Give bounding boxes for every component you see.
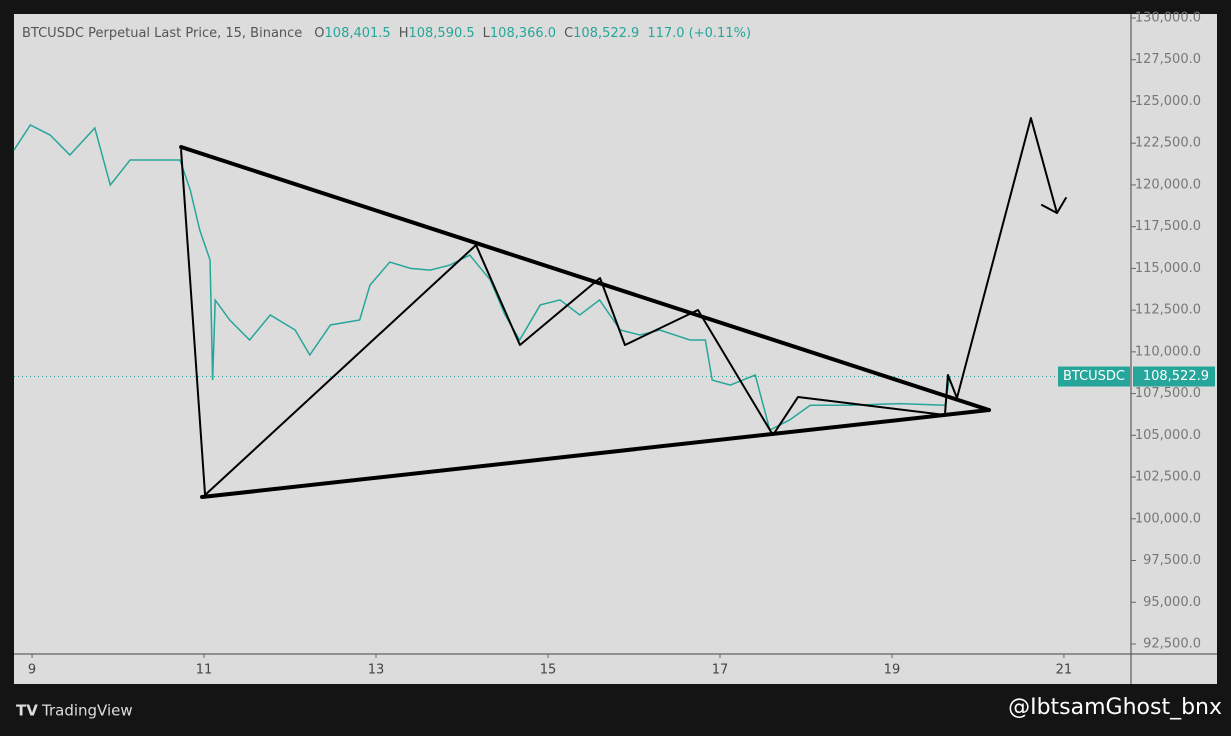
brand-logo: TV <box>16 702 38 720</box>
x-tick-label: 9 <box>28 663 36 678</box>
x-tick-label: 21 <box>1056 663 1073 678</box>
ohlc-key: C <box>564 26 573 41</box>
symbol-badge <box>1058 366 1130 387</box>
x-tick-label: 19 <box>884 663 901 678</box>
y-tick-label: 107,500.0 <box>1135 386 1201 401</box>
y-tick-label: 105,000.0 <box>1135 428 1201 443</box>
trend-drawing <box>200 408 991 500</box>
ohlc-key: L <box>483 26 491 41</box>
price-label: 108,522.9 <box>1143 369 1209 384</box>
y-tick-label: 117,500.0 <box>1135 219 1201 234</box>
change: 117.0 (+0.11%) <box>647 26 751 41</box>
price-line <box>13 124 951 432</box>
y-tick-label: 120,000.0 <box>1135 177 1201 192</box>
ohlc-value: 108,522.9 <box>573 26 639 41</box>
symbol-label: BTCUSDC <box>1063 369 1125 384</box>
y-tick-label: 102,500.0 <box>1135 470 1201 485</box>
y-tick-label: 92,500.0 <box>1143 636 1201 651</box>
y-tick-label: 122,500.0 <box>1135 136 1201 151</box>
x-tick-label: 15 <box>540 663 557 678</box>
y-tick-label: 130,000.0 <box>1135 11 1201 26</box>
x-tick-label: 17 <box>712 663 729 678</box>
y-tick-label: 97,500.0 <box>1143 553 1201 568</box>
title: BTCUSDC Perpetual Last Price, 15, Binanc… <box>22 26 302 41</box>
y-tick-label: 100,000.0 <box>1135 511 1201 526</box>
y-tick-label: 115,000.0 <box>1135 261 1201 276</box>
y-tick-label: 95,000.0 <box>1143 595 1201 610</box>
y-tick-label: 127,500.0 <box>1135 52 1201 67</box>
y-tick-label: 125,000.0 <box>1135 94 1201 109</box>
y-tick-label: 110,000.0 <box>1135 344 1201 359</box>
watermark: @IbtsamGhost_bnx <box>1008 695 1222 720</box>
trend-drawing <box>1040 197 1067 215</box>
price-badge <box>1133 366 1215 387</box>
ohlc-value: 108,590.5 <box>408 26 474 41</box>
panel <box>14 14 1217 684</box>
ohlc-key: H <box>399 26 409 41</box>
ohlc-value: 108,401.5 <box>325 26 391 41</box>
y-tick-label: 112,500.0 <box>1135 303 1201 318</box>
x-tick-label: 11 <box>196 663 213 678</box>
ohlc-key: O <box>314 26 324 41</box>
ohlc-value: 108,366.0 <box>490 26 556 41</box>
trend-drawing <box>180 117 1058 497</box>
header-line: BTCUSDC Perpetual Last Price, 15, Binanc… <box>22 26 751 41</box>
x-tick-label: 13 <box>368 663 385 678</box>
trend-drawing <box>179 145 991 413</box>
brand: TradingView <box>41 702 133 720</box>
header: BTCUSDC Perpetual Last Price, 15, Binanc… <box>22 26 751 41</box>
